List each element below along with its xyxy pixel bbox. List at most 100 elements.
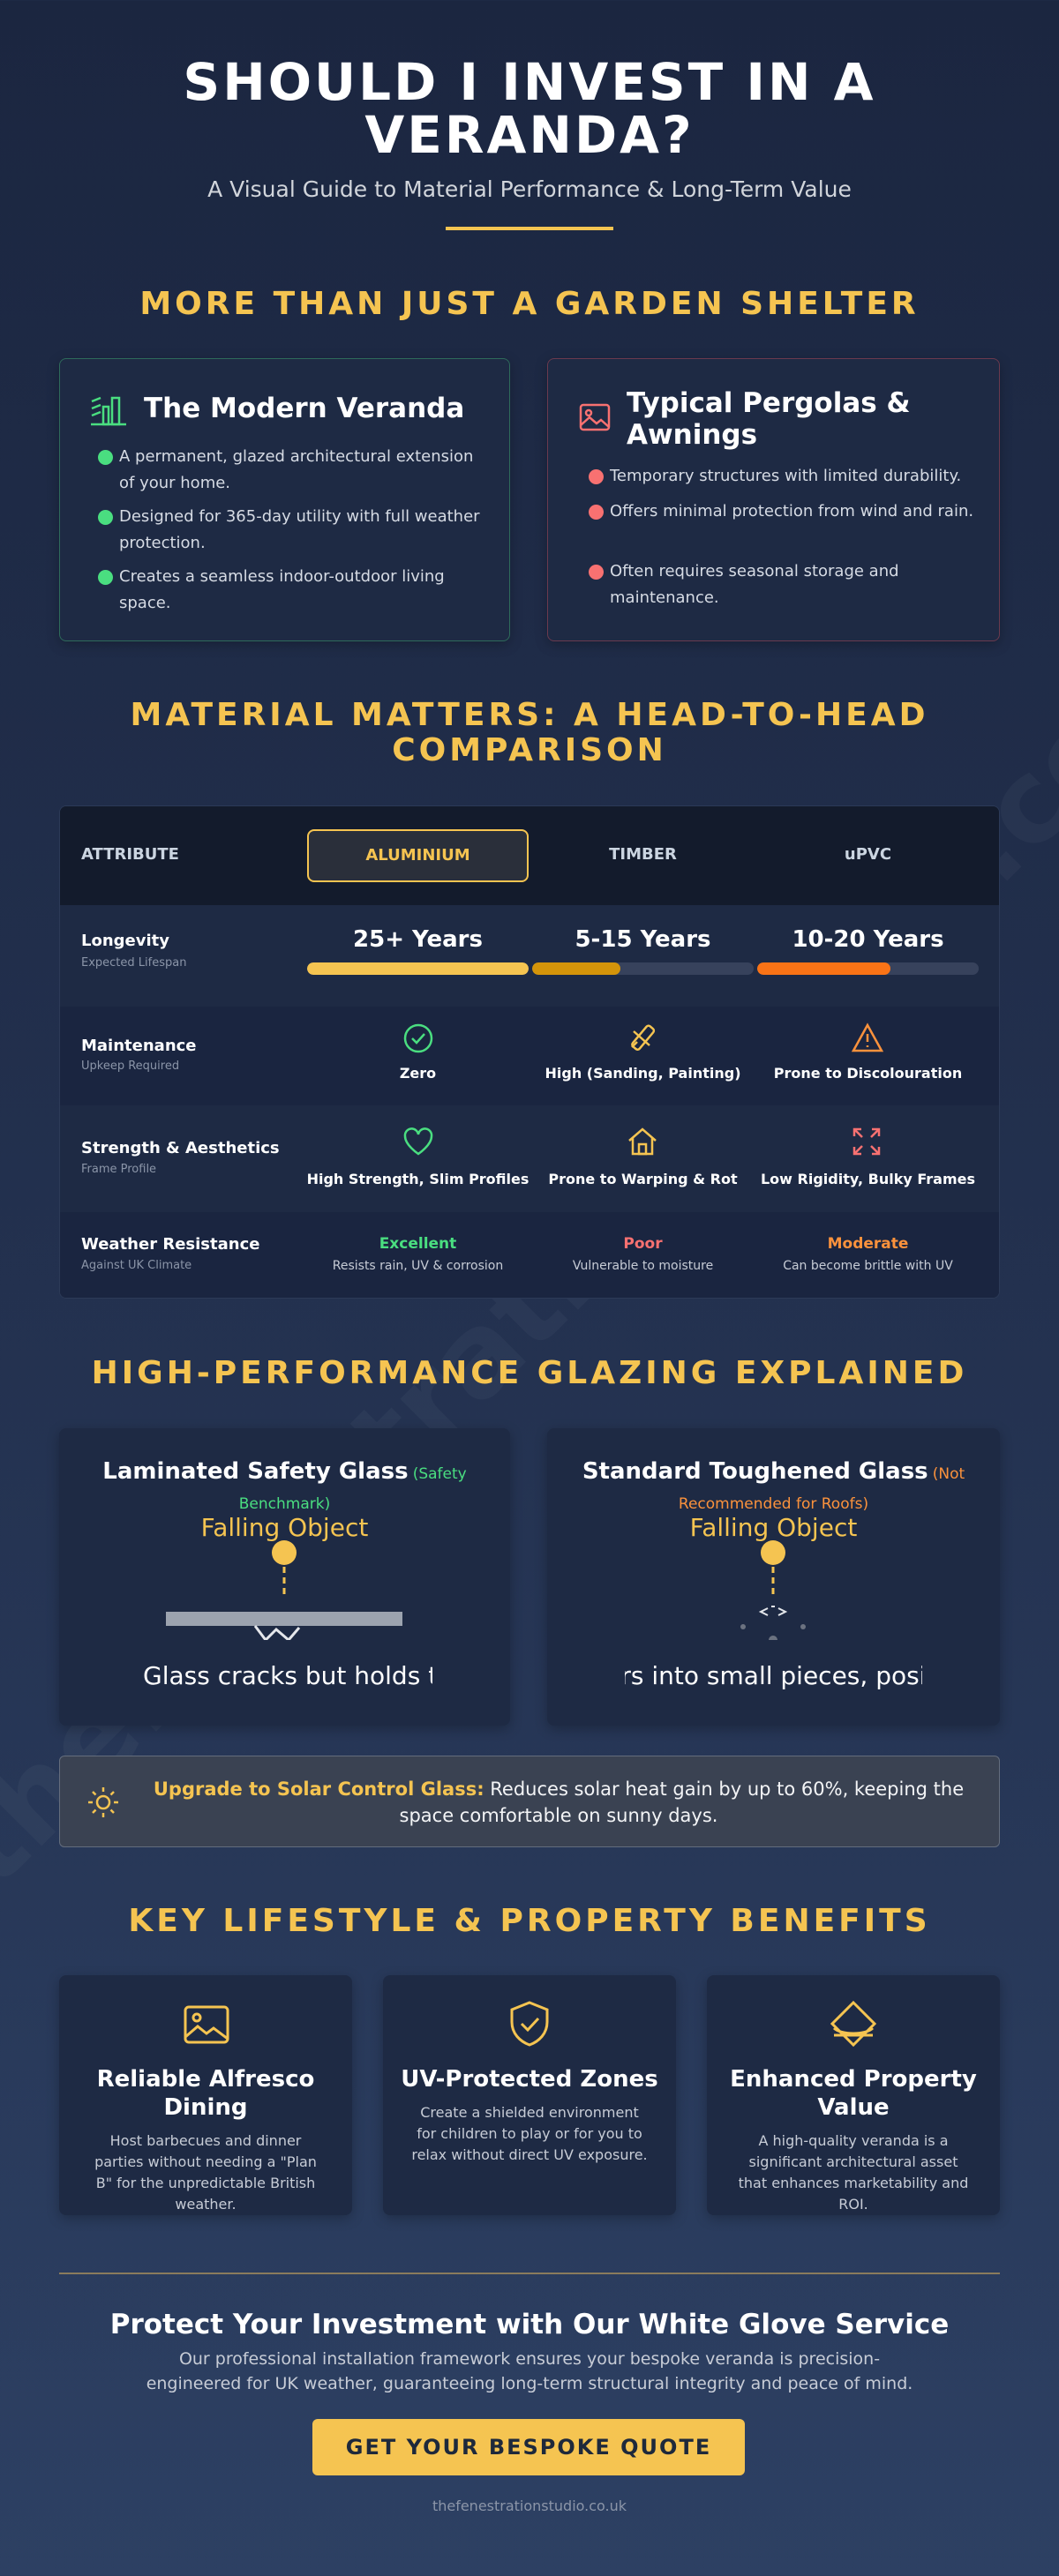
section-heading: MATERIAL MATTERS: A HEAD-TO-HEAD COMPARI… (130, 697, 929, 768)
benefit-title: Enhanced Property Value (730, 2066, 977, 2121)
caption-text: Glass shatters into small pieces, posing… (625, 1661, 922, 1690)
warning-icon (852, 1022, 883, 1052)
benefit-card: Reliable Alfresco Dining Host barbecues … (59, 1975, 352, 2215)
rating: Poor (623, 1235, 663, 1253)
point-text: Creates a seamless indoor-outdoor living… (119, 567, 445, 612)
glass-title-wrap: Standard Toughened Glass (Not Recommende… (565, 1456, 982, 1519)
rating-note: Vulnerable to moisture (572, 1259, 714, 1273)
falling-label: Falling Object (200, 1513, 369, 1542)
divider (59, 2273, 1000, 2274)
laminated-diagram (166, 1540, 402, 1640)
benefit-text: Create a shielded environment for childr… (411, 2104, 648, 2163)
image-icon (579, 403, 611, 431)
cta-heading: Protect Your Investment with Our White G… (109, 2309, 950, 2340)
row-sublabel: Expected Lifespan (81, 956, 187, 970)
column-header: uPVC (844, 845, 892, 864)
glass-title: Laminated Safety Glass (102, 1458, 409, 1485)
card-title: Typical Pergolas & Awnings (627, 387, 911, 451)
table-row: Maintenance Upkeep Required Zero High (S… (60, 1007, 999, 1105)
benefit-text: A high-quality veranda is a significant … (738, 2132, 969, 2213)
benefit-card: UV-Protected Zones Create a shielded env… (383, 1975, 676, 2215)
point-text: Often requires seasonal storage and main… (610, 562, 899, 607)
glass-card: Standard Toughened Glass (Not Recommende… (547, 1428, 1000, 1726)
rating-note: Can become brittle with UV (783, 1259, 953, 1273)
glass-title-wrap: Laminated Safety Glass (Safety Benchmark… (77, 1456, 492, 1519)
cta-text: Our professional installation framework … (146, 2349, 913, 2393)
solar-banner: Upgrade to Solar Control Glass: Reduces … (59, 1756, 1000, 1847)
toughened-diagram (740, 1540, 806, 1640)
column-header-highlight: ALUMINIUM (307, 829, 529, 882)
check-bullet (98, 570, 113, 585)
benefit-card: Enhanced Property Value A high-quality v… (707, 1975, 1000, 2215)
subtitle: A Visual Guide to Material Performance &… (207, 176, 852, 202)
section-heading: MORE THAN JUST A GARDEN SHELTER (139, 286, 920, 322)
image-icon (184, 2005, 229, 2044)
cell: Prone to Discolouration (773, 1065, 963, 1082)
row-sublabel: Against UK Climate (81, 1259, 192, 1272)
point: Temporary structures with limited durabi… (589, 463, 980, 490)
diamond-icon (830, 2000, 877, 2048)
progress-fill (757, 962, 890, 975)
shield-icon (510, 2001, 549, 2047)
cell: Low Rigidity, Bulky Frames (760, 1171, 976, 1187)
check-icon (403, 1023, 433, 1053)
expand-icon (852, 1127, 881, 1156)
comparison-table: ATTRIBUTE ALUMINIUM TIMBER uPVC Longevit… (59, 805, 1000, 1299)
point-text: Temporary structures with limited durabi… (610, 467, 962, 485)
sun-icon (88, 1787, 118, 1817)
progress-fill (307, 962, 529, 975)
cell: 5-15 Years (575, 926, 711, 953)
table-row: Longevity Expected Lifespan 25+ Years 5-… (60, 905, 999, 1007)
title-underline (446, 227, 613, 230)
banner-strong: Upgrade to Solar Control Glass: (153, 1778, 484, 1800)
benefit-title: UV-Protected Zones (401, 2066, 658, 2093)
point: Designed for 365-day utility with full w… (98, 504, 490, 557)
table-row: Strength & Aesthetics Frame Profile High… (60, 1105, 999, 1212)
cross-bullet (589, 505, 604, 520)
glass-caption: Glass shatters into small pieces, posing… (625, 1661, 922, 1690)
header-row: ATTRIBUTE ALUMINIUM TIMBER uPVC (60, 806, 999, 905)
progress-track (307, 962, 529, 975)
benefit-text: Host barbecues and dinner parties withou… (94, 2132, 317, 2213)
point-text: A permanent, glazed architectural extens… (119, 447, 474, 492)
building-icon (91, 396, 126, 426)
house-icon (628, 1127, 657, 1156)
rating: Excellent (379, 1235, 457, 1253)
section-heading: HIGH-PERFORMANCE GLAZING EXPLAINED (91, 1355, 968, 1391)
check-bullet (98, 450, 113, 465)
benefit-title: Reliable Alfresco Dining (96, 2066, 315, 2121)
column-header: ATTRIBUTE (81, 845, 179, 864)
check-bullet (98, 510, 113, 525)
glass-card: Laminated Safety Glass (Safety Benchmark… (59, 1428, 510, 1726)
row-label: Maintenance (81, 1037, 197, 1055)
section-heading: KEY LIFESTYLE & PROPERTY BENEFITS (128, 1903, 931, 1939)
quote-button[interactable]: GET YOUR BESPOKE QUOTE (312, 2419, 745, 2475)
point: Offers minimal protection from wind and … (589, 498, 980, 525)
glass-title: Standard Toughened Glass (582, 1458, 928, 1485)
falling-label: Falling Object (689, 1513, 858, 1542)
progress-track (757, 962, 979, 975)
header: SHOULD I INVEST IN A VERANDA? (0, 56, 1059, 161)
cross-bullet (589, 565, 604, 580)
row-sublabel: Upkeep Required (81, 1060, 180, 1073)
rating: Moderate (827, 1235, 909, 1253)
pergola-card: Typical Pergolas & Awnings Temporary str… (547, 358, 1000, 641)
glass-tag: (Safety Benchmark) (238, 1465, 467, 1513)
point: A permanent, glazed architectural extens… (98, 444, 490, 497)
tools-icon (631, 1024, 656, 1051)
cross-bullet (589, 469, 604, 484)
footer-link: thefenestrationstudio.co.uk (432, 2497, 627, 2514)
glass-caption: Glass cracks but holds together, prevent… (143, 1661, 432, 1690)
card-title: The Modern Veranda (144, 393, 465, 424)
heart-icon (403, 1127, 433, 1156)
cell: 10-20 Years (792, 926, 944, 953)
cell: High Strength, Slim Profiles (306, 1171, 530, 1187)
cell: 25+ Years (353, 926, 483, 953)
cell: Prone to Warping & Rot (548, 1171, 738, 1187)
rating-note: Resists rain, UV & corrosion (332, 1259, 504, 1273)
caption-text: Glass cracks but holds together, prevent… (143, 1661, 432, 1690)
row-label: Strength & Aesthetics (81, 1139, 280, 1157)
point: Often requires seasonal storage and main… (589, 558, 980, 611)
point-text: Offers minimal protection from wind and … (610, 502, 974, 520)
